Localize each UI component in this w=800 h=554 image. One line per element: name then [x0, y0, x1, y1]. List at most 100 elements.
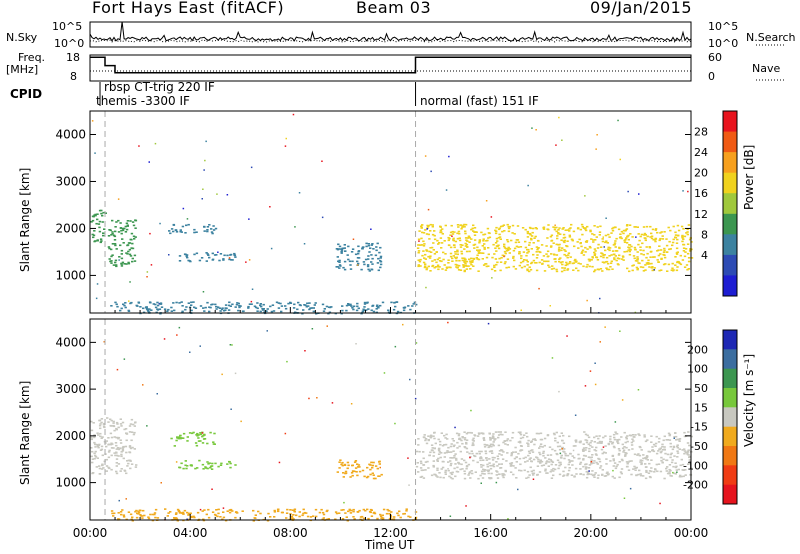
velocity-panel-cell-f5 — [476, 435, 480, 437]
velocity-panel-cell-f5 — [630, 441, 634, 444]
velocity-panel-cell-f5 — [509, 462, 513, 465]
power-panel-cell-f6 — [656, 259, 659, 261]
velocity-panel-cell-f1 — [199, 433, 203, 436]
power-panel-cell-f5 — [234, 306, 237, 308]
power-panel-cell-f6 — [506, 258, 510, 260]
velocity-panel-cell-f0 — [113, 452, 116, 454]
velocity-panel-noise-cell — [561, 448, 563, 450]
velocity-panel-cell-f5 — [505, 460, 508, 462]
power-panel-cell-f4 — [349, 268, 353, 270]
power-panel-cell-f6 — [535, 269, 539, 272]
velocity-panel-cell-f5 — [662, 439, 665, 442]
power-panel-cell-f6 — [455, 266, 458, 268]
velocity-panel-cell-f0 — [97, 434, 100, 436]
velocity-panel-noise-cell — [186, 518, 188, 520]
power-panel-cell-f3 — [205, 252, 208, 254]
power-panel-cell-f6 — [614, 240, 617, 242]
power-panel-cell-f5 — [363, 303, 367, 305]
velocity-panel-cell-f5 — [460, 463, 463, 466]
power-panel-cell-f6 — [604, 241, 607, 244]
power-panel-cell-f6 — [476, 249, 479, 251]
velocity-panel-cell-f4 — [409, 516, 412, 518]
power-panel-cell-f6 — [661, 238, 665, 240]
power-panel-cell-f4 — [348, 260, 352, 263]
power-panel-cell-f5 — [314, 302, 317, 304]
power-panel-cell-f6 — [657, 249, 660, 251]
velocity-panel-cell-f4 — [293, 510, 296, 513]
power-panel-cell-f6 — [526, 232, 530, 235]
velocity-panel-cell-f5 — [526, 470, 530, 473]
power-panel-cell-f6 — [454, 256, 457, 259]
velocity-panel-cell-f3 — [378, 475, 381, 477]
velocity-panel-cell-f4 — [117, 518, 121, 521]
velocity-panel-cell-f5 — [540, 464, 544, 467]
velocity-panel-cell-f5 — [453, 444, 456, 447]
x-tick-label: 08:00 — [273, 526, 308, 540]
power-panel-cell-f6 — [566, 229, 570, 231]
velocity-panel-cell-f5 — [428, 454, 431, 457]
power-panel-noise-cell — [426, 228, 428, 230]
power-panel-cell-f6 — [595, 256, 598, 258]
velocity-panel-noise-cell — [240, 420, 242, 423]
velocity-panel-cell-f5 — [485, 444, 488, 446]
velocity-panel-cell-f4 — [403, 512, 406, 515]
velocity-panel-cell-f5 — [492, 433, 495, 435]
velocity-panel-noise-cell — [623, 497, 626, 499]
power-panel-cell-f5 — [115, 303, 118, 306]
power-panel-marks — [90, 113, 694, 315]
velocity-panel-cell-f3 — [338, 461, 341, 463]
power-panel-cell-f6 — [507, 225, 510, 228]
power-panel-cell-f4 — [371, 257, 374, 260]
power-panel-cell-f6 — [617, 263, 620, 266]
power-panel-cell-f5 — [259, 310, 262, 313]
velocity-panel-cell-f0 — [116, 447, 120, 449]
power-panel-cell-f4 — [367, 258, 370, 260]
velocity-panel-cell-f5 — [449, 472, 452, 474]
power-panel-noise-cell — [205, 140, 207, 143]
velocity-panel-cell-f5 — [525, 477, 528, 479]
velocity-panel-cell-f5 — [465, 441, 468, 444]
power-panel-cell-f6 — [555, 226, 558, 229]
power-panel-cell-f6 — [549, 246, 553, 248]
power-panel-cell-f6 — [642, 249, 645, 252]
velocity-panel-cell-f5 — [563, 474, 566, 477]
power-panel-cell-f6 — [593, 254, 596, 256]
velocity-panel-frame — [89, 318, 692, 521]
power-panel-cell-f6 — [643, 237, 646, 239]
velocity-panel-cell-f4 — [398, 510, 401, 513]
velocity-panel-cell-f0 — [110, 454, 113, 457]
velocity-panel-cell-f5 — [682, 475, 685, 478]
power-panel-cell-f6 — [495, 237, 499, 240]
velocity-panel-cell-f5 — [436, 476, 439, 478]
power-panel-colorbar-swatch — [723, 152, 737, 174]
velocity-panel-cell-f5 — [624, 455, 627, 457]
velocity-panel-cell-f5 — [497, 473, 501, 476]
velocity-panel-noise-cell — [480, 482, 482, 484]
velocity-panel-cell-f5 — [551, 448, 554, 451]
velocity-panel-cell-f5 — [566, 454, 570, 457]
velocity-panel-cell-f5 — [595, 454, 598, 456]
velocity-panel-cell-f5 — [495, 474, 498, 476]
velocity-panel-noise-cell — [447, 468, 449, 470]
power-panel-cell-f6 — [460, 252, 464, 255]
velocity-panel-cell-f5 — [550, 463, 553, 466]
power-panel-cell-f5 — [325, 305, 329, 308]
velocity-panel-cell-f5 — [519, 433, 523, 436]
velocity-panel-cell-f5 — [519, 445, 523, 447]
velocity-panel-cell-f5 — [688, 459, 691, 461]
velocity-panel-cell-f5 — [424, 439, 427, 442]
power-panel-cell-f0 — [102, 234, 105, 237]
power-panel-cell-f4 — [376, 242, 379, 245]
velocity-panel-cell-f0 — [120, 425, 123, 427]
power-panel-cell-f6 — [612, 226, 615, 229]
velocity-panel-noise-cell — [584, 385, 587, 387]
power-panel-cell-f6 — [461, 244, 464, 246]
power-panel-cell-f6 — [423, 266, 427, 269]
velocity-panel-cell-f5 — [669, 453, 672, 456]
power-panel-cell-f5 — [147, 310, 150, 312]
power-panel-cell-f6 — [593, 251, 596, 254]
power-panel-cell-f2 — [214, 227, 218, 230]
power-panel-cell-f6 — [447, 244, 451, 246]
power-panel-cell-f5 — [142, 311, 146, 314]
